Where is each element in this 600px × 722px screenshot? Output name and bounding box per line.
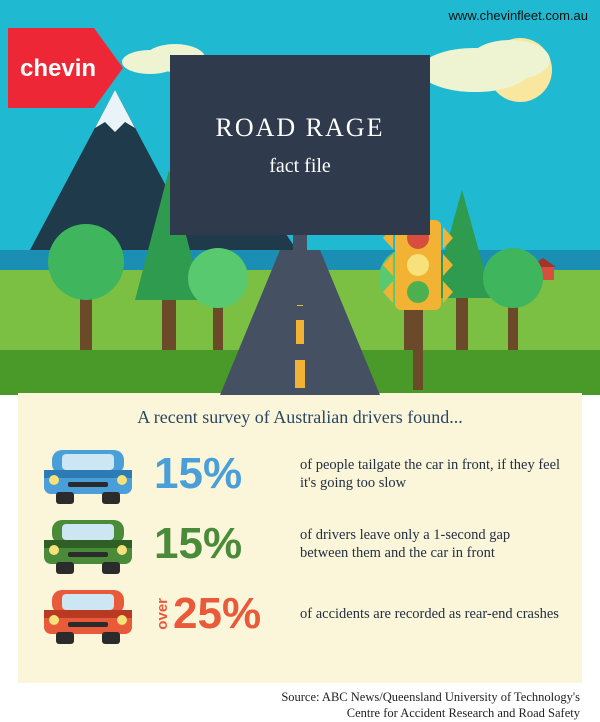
signpost bbox=[293, 235, 307, 305]
facts-panel: A recent survey of Australian drivers fo… bbox=[18, 393, 582, 683]
stat-value: 25% bbox=[173, 589, 261, 639]
chevin-logo: chevin bbox=[8, 28, 123, 108]
sign-title: ROAD RAGE bbox=[170, 113, 430, 143]
stat-percent: over25% bbox=[154, 589, 284, 639]
car-icon bbox=[38, 442, 138, 506]
stat-desc: of people tailgate the car in front, if … bbox=[300, 456, 562, 492]
sign-subtitle: fact file bbox=[170, 155, 430, 178]
fact-row: over25% of accidents are recorded as rear… bbox=[38, 582, 562, 646]
hero-scene: ROAD RAGE fact file chevin bbox=[0, 0, 600, 395]
fact-row: 15% of people tailgate the car in front, … bbox=[38, 442, 562, 506]
stat-desc: of accidents are recorded as rear-end cr… bbox=[300, 605, 559, 623]
stat-prefix: over bbox=[154, 598, 171, 630]
svg-text:chevin: chevin bbox=[20, 55, 96, 82]
site-url: www.chevinfleet.com.au bbox=[449, 8, 588, 23]
stat-percent: 15% bbox=[154, 519, 284, 569]
panel-lead: A recent survey of Australian drivers fo… bbox=[38, 407, 562, 428]
stat-desc: of drivers leave only a 1-second gap bet… bbox=[300, 526, 562, 562]
stat-value: 15% bbox=[154, 519, 242, 569]
car-icon bbox=[38, 512, 138, 576]
fact-row: 15% of drivers leave only a 1-second gap … bbox=[38, 512, 562, 576]
car-icon bbox=[38, 582, 138, 646]
stat-percent: 15% bbox=[154, 449, 284, 499]
title-sign: ROAD RAGE fact file bbox=[170, 55, 430, 235]
source-text: Source: ABC News/Queensland University o… bbox=[0, 689, 580, 722]
stat-value: 15% bbox=[154, 449, 242, 499]
